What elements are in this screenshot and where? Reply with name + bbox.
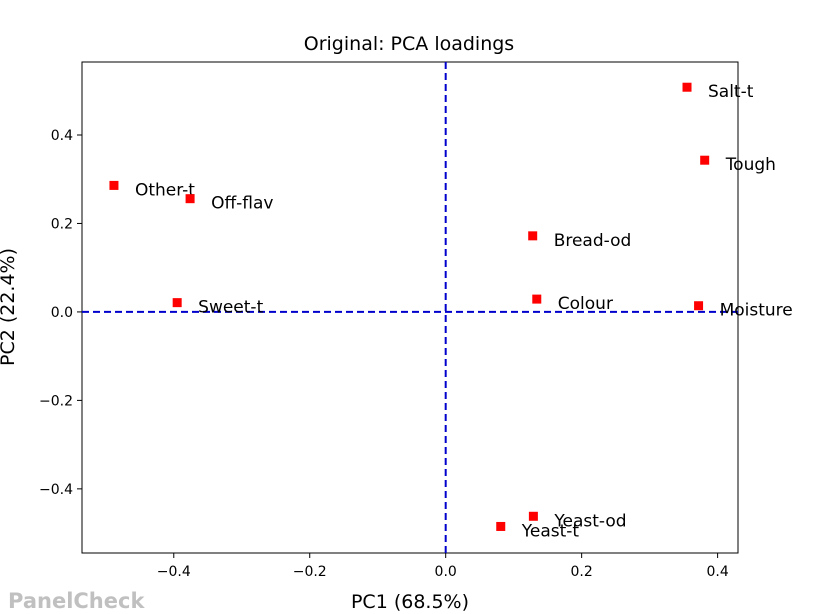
loading-point-marker xyxy=(185,194,195,204)
loading-point-marker xyxy=(109,180,119,190)
y-tick-label: −0.4 xyxy=(39,482,73,498)
loading-point-label: Yeast-t xyxy=(521,521,580,541)
y-tick-label: 0.0 xyxy=(51,305,73,321)
x-axis-ticks: −0.4 −0.2 0.0 0.2 0.4 xyxy=(157,553,729,580)
loading-point-marker xyxy=(532,294,542,304)
loading-point-label: Yeast-od xyxy=(553,511,626,531)
loading-point-label: Other-t xyxy=(135,180,195,200)
loading-point-marker xyxy=(528,511,538,521)
x-axis-title: PC1 (68.5%) xyxy=(351,591,469,613)
loading-point-label: Bread-od xyxy=(554,231,632,251)
x-tick-label: 0.0 xyxy=(435,564,457,580)
loading-point-marker xyxy=(172,298,182,308)
panelcheck-watermark: PanelCheck xyxy=(8,589,145,613)
y-axis-title: PC2 (22.4%) xyxy=(0,248,19,366)
y-axis-ticks: −0.4 −0.2 0.0 0.2 0.4 xyxy=(39,128,82,498)
loading-point-label: Salt-t xyxy=(708,82,754,102)
loading-point-marker xyxy=(496,521,506,531)
loading-points: Salt-t Tough Other-t Off-flav Bread-od Sweet-… xyxy=(109,82,793,541)
loading-point-marker xyxy=(700,155,710,165)
x-tick-label: −0.4 xyxy=(157,564,191,580)
y-tick-label: 0.2 xyxy=(51,216,73,232)
loading-point-label: Sweet-t xyxy=(198,298,263,318)
y-tick-label: 0.4 xyxy=(51,128,73,144)
loading-point-marker xyxy=(694,301,704,311)
loading-point-label: Tough xyxy=(725,155,776,175)
x-tick-label: 0.2 xyxy=(571,564,593,580)
x-tick-label: 0.4 xyxy=(706,564,728,580)
loading-point-marker xyxy=(528,231,538,241)
loading-point-label: Colour xyxy=(558,294,613,314)
chart-title: Original: PCA loadings xyxy=(304,33,514,55)
y-tick-label: −0.2 xyxy=(39,393,73,409)
loading-point-marker xyxy=(682,82,692,92)
plot-area-frame xyxy=(81,61,739,554)
loading-point-label: Moisture xyxy=(720,301,793,321)
x-tick-label: −0.2 xyxy=(293,564,327,580)
loading-point-label: Off-flav xyxy=(211,194,273,214)
